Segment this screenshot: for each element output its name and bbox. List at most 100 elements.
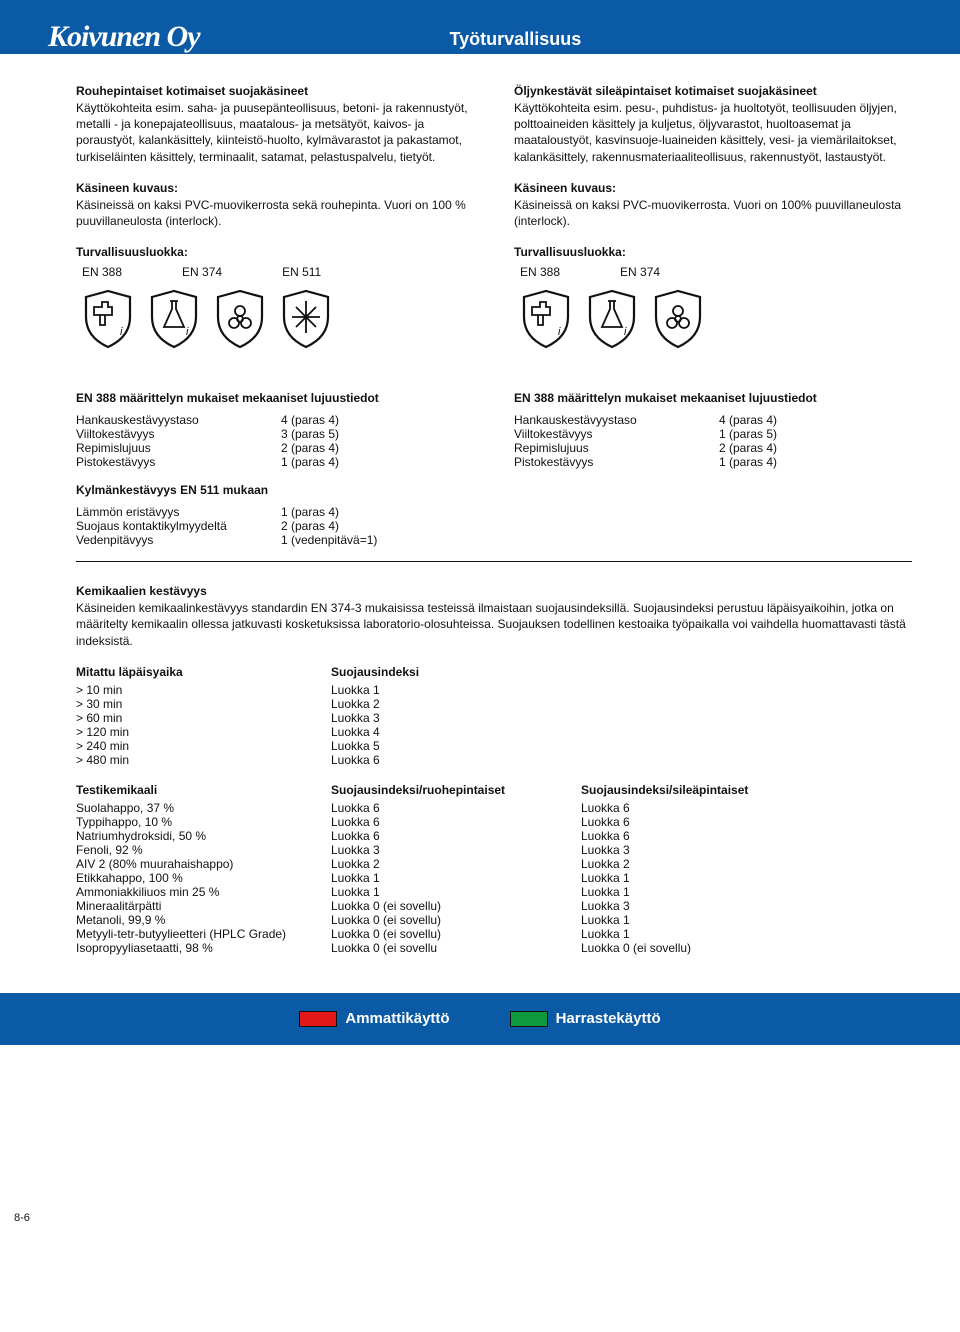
spec-value: 1 (paras 5): [719, 427, 777, 441]
table-cell: > 480 min: [76, 753, 331, 767]
table-cell: Luokka 0 (ei sovellu): [331, 913, 581, 927]
spec-label: Pistokestävyys: [514, 455, 719, 469]
table-cell: > 60 min: [76, 711, 331, 725]
left-desc-heading: Käsineen kuvaus:: [76, 181, 474, 195]
right-desc-heading: Käsineen kuvaus:: [514, 181, 912, 195]
table-cell: Luokka 6: [331, 829, 581, 843]
chem-intro: Käsineiden kemikaalinkestävyys standardi…: [76, 600, 912, 649]
hobby-label: Harrastekäyttö: [556, 1010, 661, 1027]
right-intro: Käyttökohteita esim. pesu-, puhdistus- j…: [514, 100, 912, 165]
safety-label: EN 374: [620, 265, 660, 279]
page-number: 8-6: [14, 1212, 30, 1224]
right-desc: Käsineissä on kaksi PVC-muovikerrosta. V…: [514, 197, 912, 229]
spec-value: 1 (vedenpitävä=1): [281, 533, 377, 547]
safety-label: EN 374: [182, 265, 222, 279]
spec-label: Lämmön eristävyys: [76, 505, 281, 519]
table-row: Pistokestävyys1 (paras 4): [514, 455, 912, 469]
table-cell: Fenoli, 92 %: [76, 843, 331, 857]
table-cell: Suolahappo, 37 %: [76, 801, 331, 815]
table-cell: Luokka 3: [331, 843, 581, 857]
flask-icon: [148, 287, 200, 351]
table-row: Suojaus kontaktikylmyydeltä2 (paras 4): [76, 519, 474, 533]
table-row: Viiltokestävyys3 (paras 5): [76, 427, 474, 441]
biohazard-icon: [214, 287, 266, 351]
spec-value: 3 (paras 5): [281, 427, 339, 441]
table-cell: > 30 min: [76, 697, 331, 711]
table-cell: Luokka 1: [331, 683, 419, 697]
test-h3: Suojausindeksi/sileäpintaiset: [581, 783, 912, 797]
safety-label: EN 388: [82, 265, 122, 279]
table-cell: Etikkahappo, 100 %: [76, 871, 331, 885]
spec-label: Pistokestävyys: [76, 455, 281, 469]
perm-h1: Mitattu läpäisyaika: [76, 665, 331, 679]
table-cell: Luokka 6: [581, 829, 912, 843]
table-cell: Luokka 2: [331, 697, 419, 711]
table-row: Hankauskestävyystaso4 (paras 4): [76, 413, 474, 427]
pro-label: Ammattikäyttö: [345, 1010, 449, 1027]
left-title: Rouhepintaiset kotimaiset suojakäsineet: [76, 84, 474, 98]
table-cell: Luokka 6: [331, 801, 581, 815]
table-cell: > 120 min: [76, 725, 331, 739]
spec-label: Hankauskestävyystaso: [76, 413, 281, 427]
left-safety-heading: Turvallisuusluokka:: [76, 245, 474, 259]
table-cell: Natriumhydroksidi, 50 %: [76, 829, 331, 843]
table-cell: Luokka 3: [581, 843, 912, 857]
table-row: Repimislujuus2 (paras 4): [514, 441, 912, 455]
permeation-table: Mitattu läpäisyaika > 10 min> 30 min> 60…: [76, 665, 912, 767]
chem-heading: Kemikaalien kestävyys: [76, 584, 912, 598]
table-row: Vedenpitävyys1 (vedenpitävä=1): [76, 533, 474, 547]
table-cell: Luokka 3: [331, 711, 419, 725]
table-cell: Luokka 1: [581, 871, 912, 885]
table-cell: Luokka 0 (ei sovellu): [331, 899, 581, 913]
footer-hobby: Harrastekäyttö: [510, 1010, 661, 1027]
header-title: Työturvallisuus: [450, 29, 582, 54]
left-cold-heading: Kylmänkestävyys EN 511 mukaan: [76, 483, 474, 497]
test-chem-table: Testikemikaali Suolahappo, 37 %Typpihapp…: [76, 783, 912, 955]
table-row: Hankauskestävyystaso4 (paras 4): [514, 413, 912, 427]
table-cell: Luokka 0 (ei sovellu: [331, 941, 581, 955]
spec-value: 1 (paras 4): [281, 455, 339, 469]
spec-value: 1 (paras 4): [719, 455, 777, 469]
table-row: Viiltokestävyys1 (paras 5): [514, 427, 912, 441]
right-icons: [520, 287, 912, 351]
table-row: Repimislujuus2 (paras 4): [76, 441, 474, 455]
table-cell: Luokka 1: [581, 927, 912, 941]
footer-pro: Ammattikäyttö: [299, 1010, 449, 1027]
test-h1: Testikemikaali: [76, 783, 331, 797]
table-row: Pistokestävyys1 (paras 4): [76, 455, 474, 469]
left-icons: [82, 287, 474, 351]
table-cell: Luokka 2: [581, 857, 912, 871]
right-title: Öljynkestävät sileäpintaiset kotimaiset …: [514, 84, 912, 98]
right-safety-heading: Turvallisuusluokka:: [514, 245, 912, 259]
hammer-icon: [82, 287, 134, 351]
table-cell: Luokka 3: [581, 899, 912, 913]
table-cell: Mineraalitärpätti: [76, 899, 331, 913]
flask-icon: [586, 287, 638, 351]
biohazard-icon: [652, 287, 704, 351]
table-cell: Metanoli, 99,9 %: [76, 913, 331, 927]
table-cell: Luokka 1: [331, 885, 581, 899]
table-cell: Luokka 1: [581, 885, 912, 899]
spec-label: Viiltokestävyys: [76, 427, 281, 441]
left-column: Rouhepintaiset kotimaiset suojakäsineet …: [76, 84, 474, 367]
table-cell: Luokka 6: [581, 815, 912, 829]
right-spec-heading: EN 388 määrittelyn mukaiset mekaaniset l…: [514, 391, 912, 405]
table-cell: Luokka 4: [331, 725, 419, 739]
spec-label: Repimislujuus: [514, 441, 719, 455]
table-cell: Isopropyyliasetaatti, 98 %: [76, 941, 331, 955]
table-cell: Metyyli-tetr-butyylieetteri (HPLC Grade): [76, 927, 331, 941]
table-cell: Luokka 2: [331, 857, 581, 871]
table-cell: Luokka 1: [581, 913, 912, 927]
table-cell: Luokka 6: [331, 753, 419, 767]
logo: Koivunen Oy: [48, 20, 200, 54]
left-cold-table: Lämmön eristävyys1 (paras 4)Suojaus kont…: [76, 505, 474, 547]
page-body: Rouhepintaiset kotimaiset suojakäsineet …: [0, 54, 960, 975]
perm-h2: Suojausindeksi: [331, 665, 419, 679]
page-header: Koivunen Oy Työturvallisuus: [0, 0, 960, 54]
safety-label: EN 388: [520, 265, 560, 279]
table-cell: Luokka 0 (ei sovellu): [331, 927, 581, 941]
table-cell: Luokka 0 (ei sovellu): [581, 941, 912, 955]
right-column: Öljynkestävät sileäpintaiset kotimaiset …: [514, 84, 912, 367]
table-cell: > 240 min: [76, 739, 331, 753]
spec-label: Viiltokestävyys: [514, 427, 719, 441]
